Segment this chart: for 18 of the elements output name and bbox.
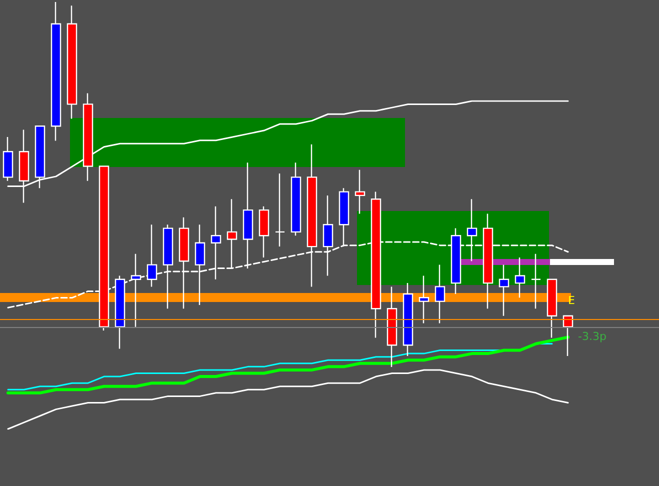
candlestick — [530, 253, 542, 310]
candlestick — [498, 264, 510, 316]
candlestick — [66, 5, 78, 120]
candlestick — [418, 275, 430, 324]
candlestick — [354, 169, 366, 214]
candlestick — [434, 264, 446, 324]
candlestick — [562, 315, 574, 357]
candlestick — [546, 278, 558, 338]
text: -3.3p — [578, 330, 606, 343]
candlestick — [290, 162, 302, 236]
candlestick — [258, 206, 270, 258]
candlestick — [514, 256, 526, 298]
annotation: E — [568, 294, 575, 307]
candlestick — [274, 172, 286, 248]
candlestick — [2, 136, 14, 182]
candlestick — [50, 1, 62, 142]
candlestick — [386, 286, 398, 368]
candlestick — [402, 282, 414, 357]
